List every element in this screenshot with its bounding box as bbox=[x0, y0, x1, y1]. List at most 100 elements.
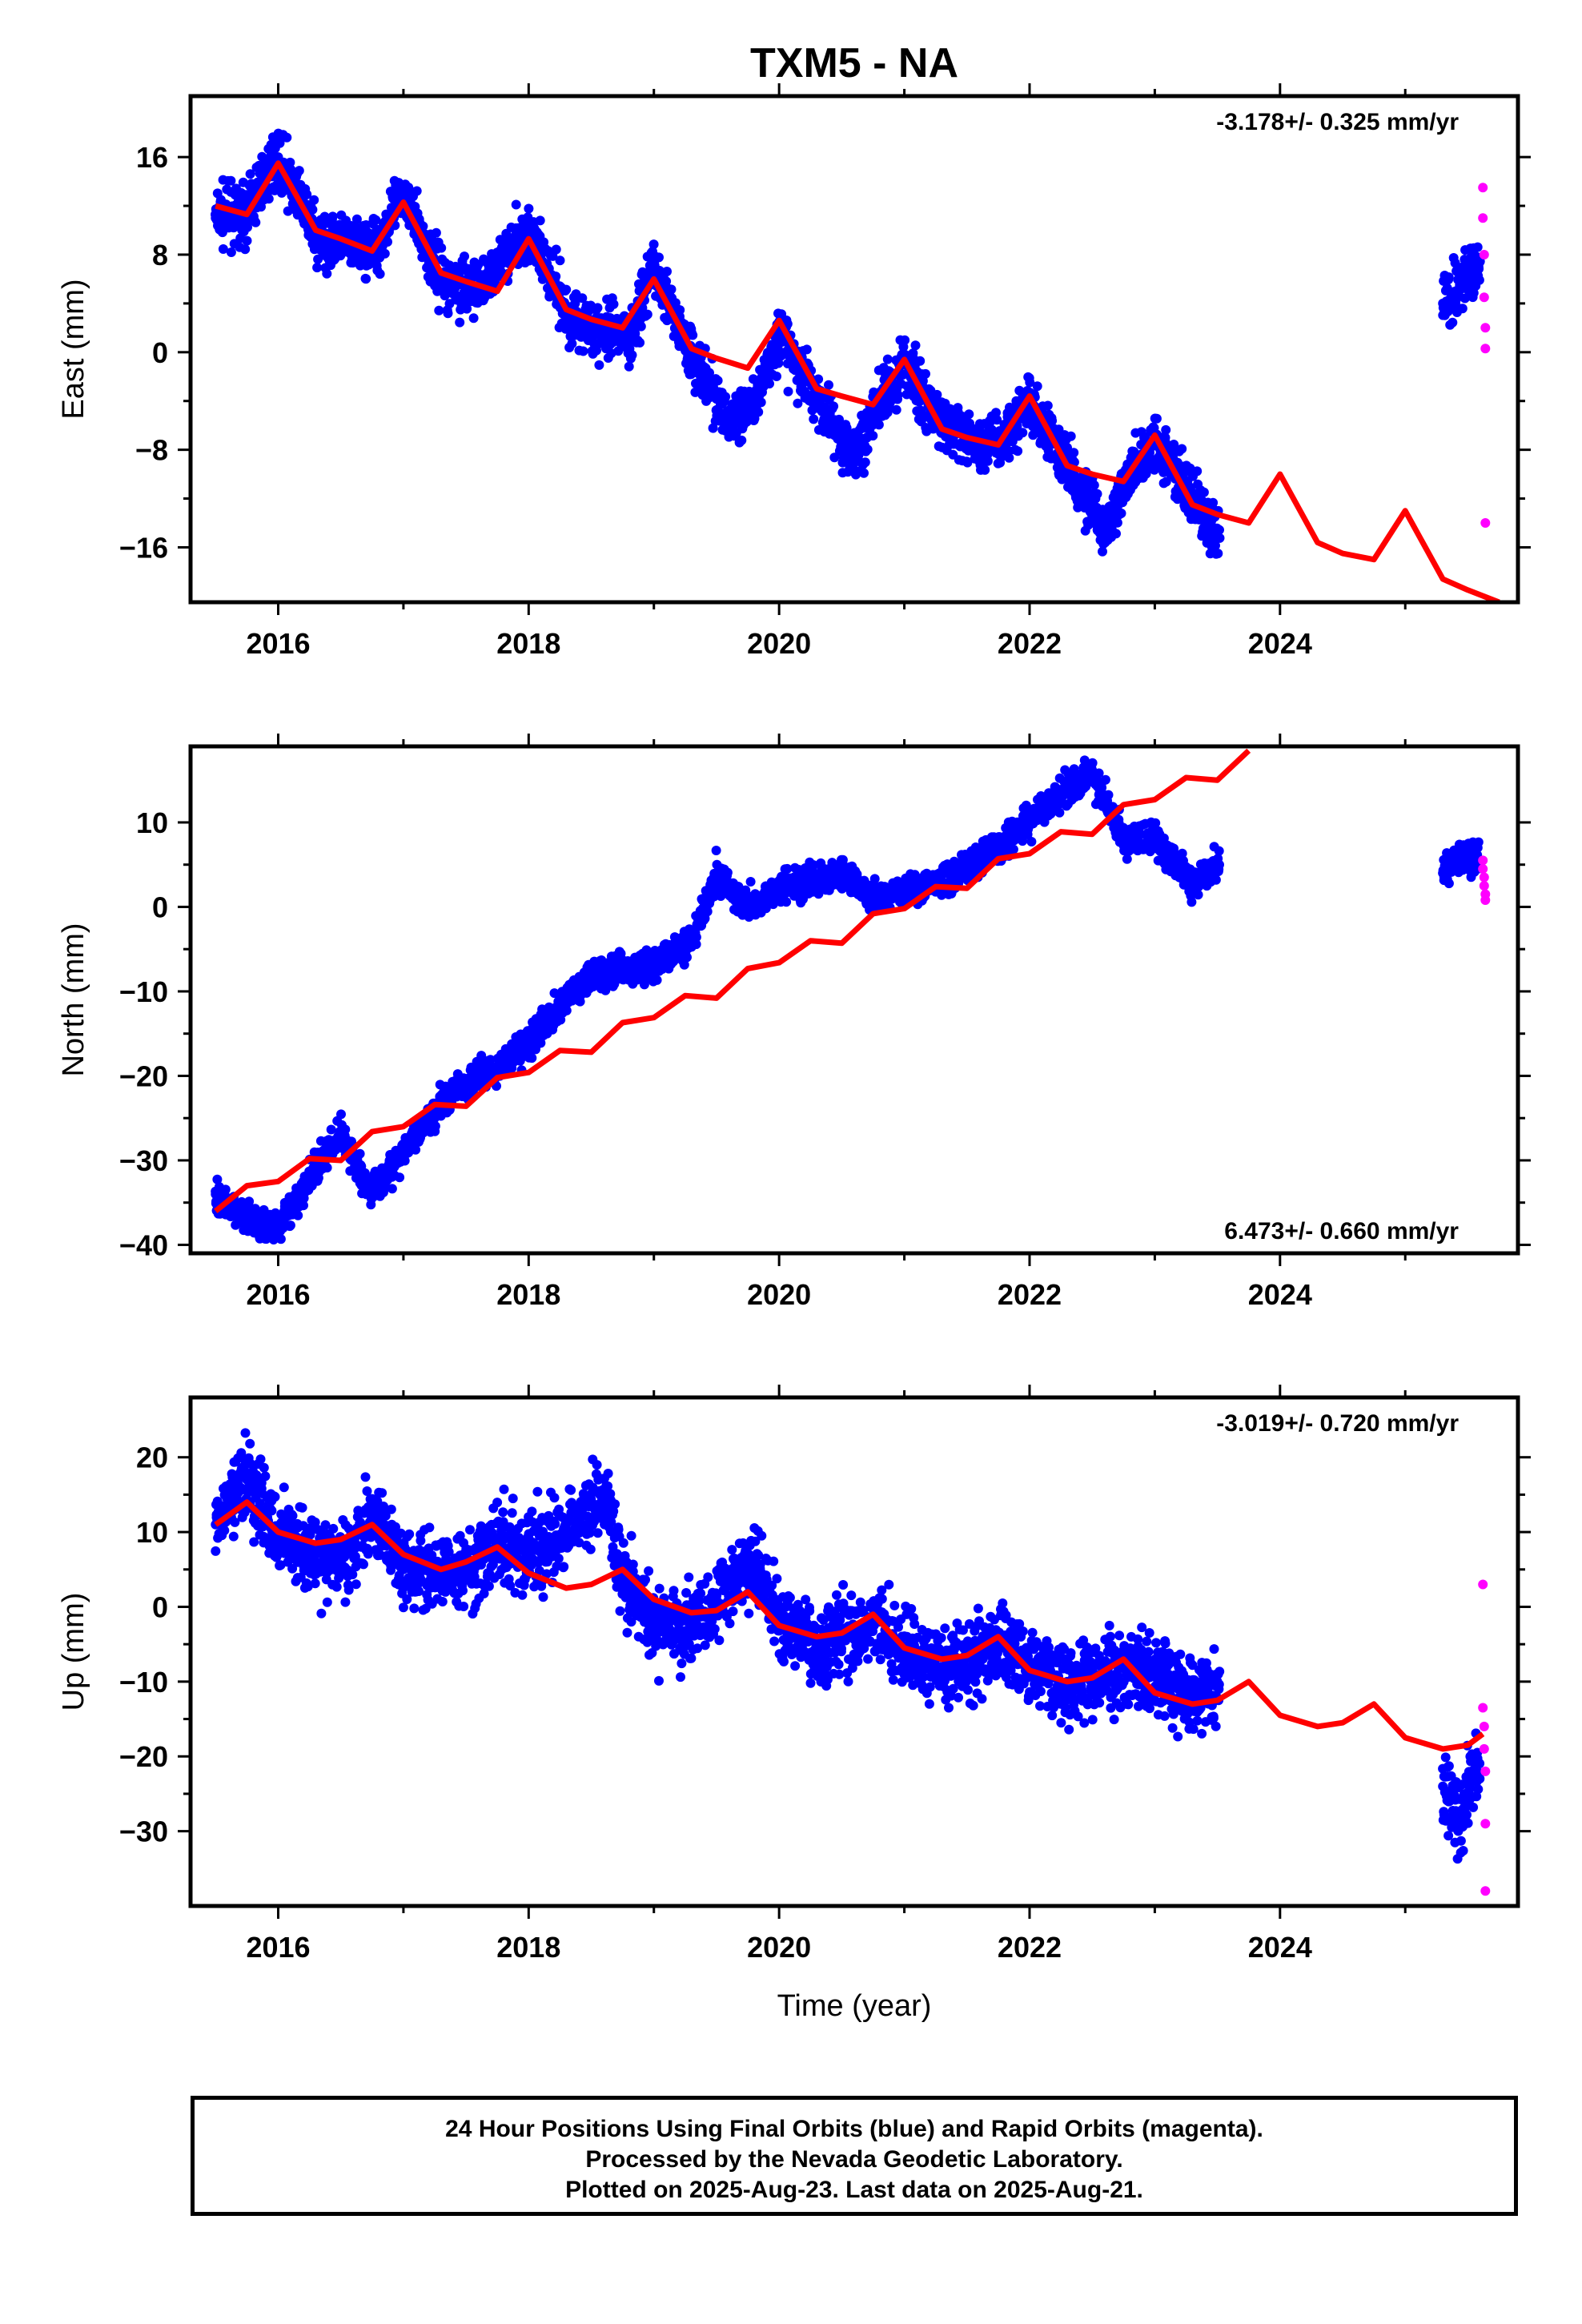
data-point bbox=[275, 1234, 286, 1244]
data-point bbox=[1089, 480, 1099, 490]
data-point bbox=[1474, 275, 1484, 285]
data-point bbox=[555, 255, 565, 266]
data-point bbox=[263, 194, 274, 204]
x-tick-label: 2022 bbox=[998, 627, 1062, 660]
east-y-axis-label: East (mm) bbox=[57, 279, 90, 419]
data-point bbox=[524, 203, 534, 214]
data-point bbox=[363, 227, 373, 238]
data-point bbox=[1443, 272, 1454, 283]
data-point bbox=[578, 346, 588, 356]
data-point bbox=[624, 361, 634, 372]
data-point bbox=[226, 247, 236, 257]
rapid-point bbox=[1478, 213, 1488, 223]
data-point bbox=[859, 468, 869, 478]
data-point bbox=[675, 305, 685, 316]
data-point bbox=[608, 299, 619, 309]
data-point bbox=[299, 1200, 308, 1211]
x-tick-label: 2018 bbox=[496, 627, 560, 660]
data-point bbox=[1069, 448, 1079, 458]
data-point bbox=[285, 1220, 295, 1231]
data-point bbox=[307, 204, 318, 215]
data-point bbox=[1092, 489, 1102, 499]
data-point bbox=[915, 356, 926, 366]
data-point bbox=[765, 379, 774, 389]
data-point bbox=[1042, 400, 1053, 411]
data-point bbox=[1213, 549, 1223, 559]
data-point bbox=[679, 959, 689, 970]
data-point bbox=[1161, 424, 1171, 435]
data-point bbox=[273, 152, 283, 163]
data-point bbox=[561, 284, 572, 295]
data-point bbox=[1008, 844, 1018, 854]
data-point bbox=[1099, 530, 1110, 541]
data-point bbox=[635, 337, 645, 348]
data-point bbox=[430, 1121, 440, 1132]
data-point bbox=[772, 372, 781, 381]
data-point bbox=[536, 1038, 546, 1048]
data-point bbox=[1161, 476, 1171, 487]
data-point bbox=[293, 1210, 303, 1220]
data-point bbox=[285, 157, 295, 167]
data-point bbox=[1192, 466, 1203, 476]
data-point bbox=[749, 396, 759, 406]
data-point bbox=[212, 1174, 223, 1184]
data-point bbox=[1469, 262, 1480, 272]
rapid-point bbox=[1480, 323, 1491, 333]
data-point bbox=[648, 262, 659, 272]
data-point bbox=[662, 267, 672, 276]
data-point bbox=[783, 386, 793, 396]
data-point bbox=[1177, 444, 1187, 454]
data-point bbox=[745, 877, 756, 887]
y-tick-label: −16 bbox=[119, 531, 168, 564]
data-point bbox=[809, 414, 819, 424]
y-tick-label: 16 bbox=[136, 141, 168, 174]
data-point bbox=[1004, 452, 1014, 463]
data-point bbox=[322, 268, 332, 279]
data-point bbox=[809, 860, 819, 870]
x-tick-label: 2024 bbox=[1248, 627, 1312, 660]
data-point bbox=[910, 340, 921, 351]
data-point bbox=[1013, 446, 1023, 456]
east-model-line bbox=[215, 160, 1500, 602]
data-point bbox=[511, 199, 521, 210]
data-point bbox=[294, 166, 304, 176]
east-rapid-orbit-points bbox=[1478, 183, 1491, 528]
data-point bbox=[1018, 428, 1028, 438]
data-point bbox=[642, 309, 652, 320]
data-point bbox=[395, 1172, 405, 1183]
data-point bbox=[524, 225, 534, 235]
east-frame bbox=[188, 94, 1520, 605]
data-point bbox=[1160, 432, 1170, 443]
data-point bbox=[577, 293, 588, 304]
y-tick-label: 0 bbox=[152, 336, 168, 369]
x-tick-label: 2016 bbox=[246, 627, 310, 660]
data-point bbox=[326, 1124, 336, 1135]
data-point bbox=[535, 215, 545, 226]
data-point bbox=[570, 298, 580, 308]
data-point bbox=[218, 244, 228, 254]
data-point bbox=[302, 189, 312, 199]
data-point bbox=[476, 1051, 487, 1061]
data-point bbox=[722, 867, 733, 878]
data-point bbox=[980, 464, 990, 475]
data-point bbox=[551, 244, 561, 255]
data-point bbox=[431, 227, 441, 238]
data-point bbox=[1032, 381, 1042, 392]
data-point bbox=[860, 457, 870, 468]
data-point bbox=[220, 1184, 231, 1195]
data-point bbox=[240, 244, 251, 255]
data-point bbox=[862, 444, 873, 455]
data-point bbox=[882, 354, 893, 364]
data-point bbox=[773, 358, 784, 368]
data-point bbox=[1199, 487, 1209, 497]
data-point bbox=[829, 401, 839, 412]
data-point bbox=[468, 313, 479, 324]
data-point bbox=[1141, 468, 1151, 479]
data-point bbox=[1438, 298, 1448, 308]
data-point bbox=[600, 985, 611, 995]
data-point bbox=[551, 271, 561, 282]
data-point bbox=[436, 243, 447, 253]
data-point bbox=[713, 376, 723, 386]
data-point bbox=[793, 398, 803, 408]
